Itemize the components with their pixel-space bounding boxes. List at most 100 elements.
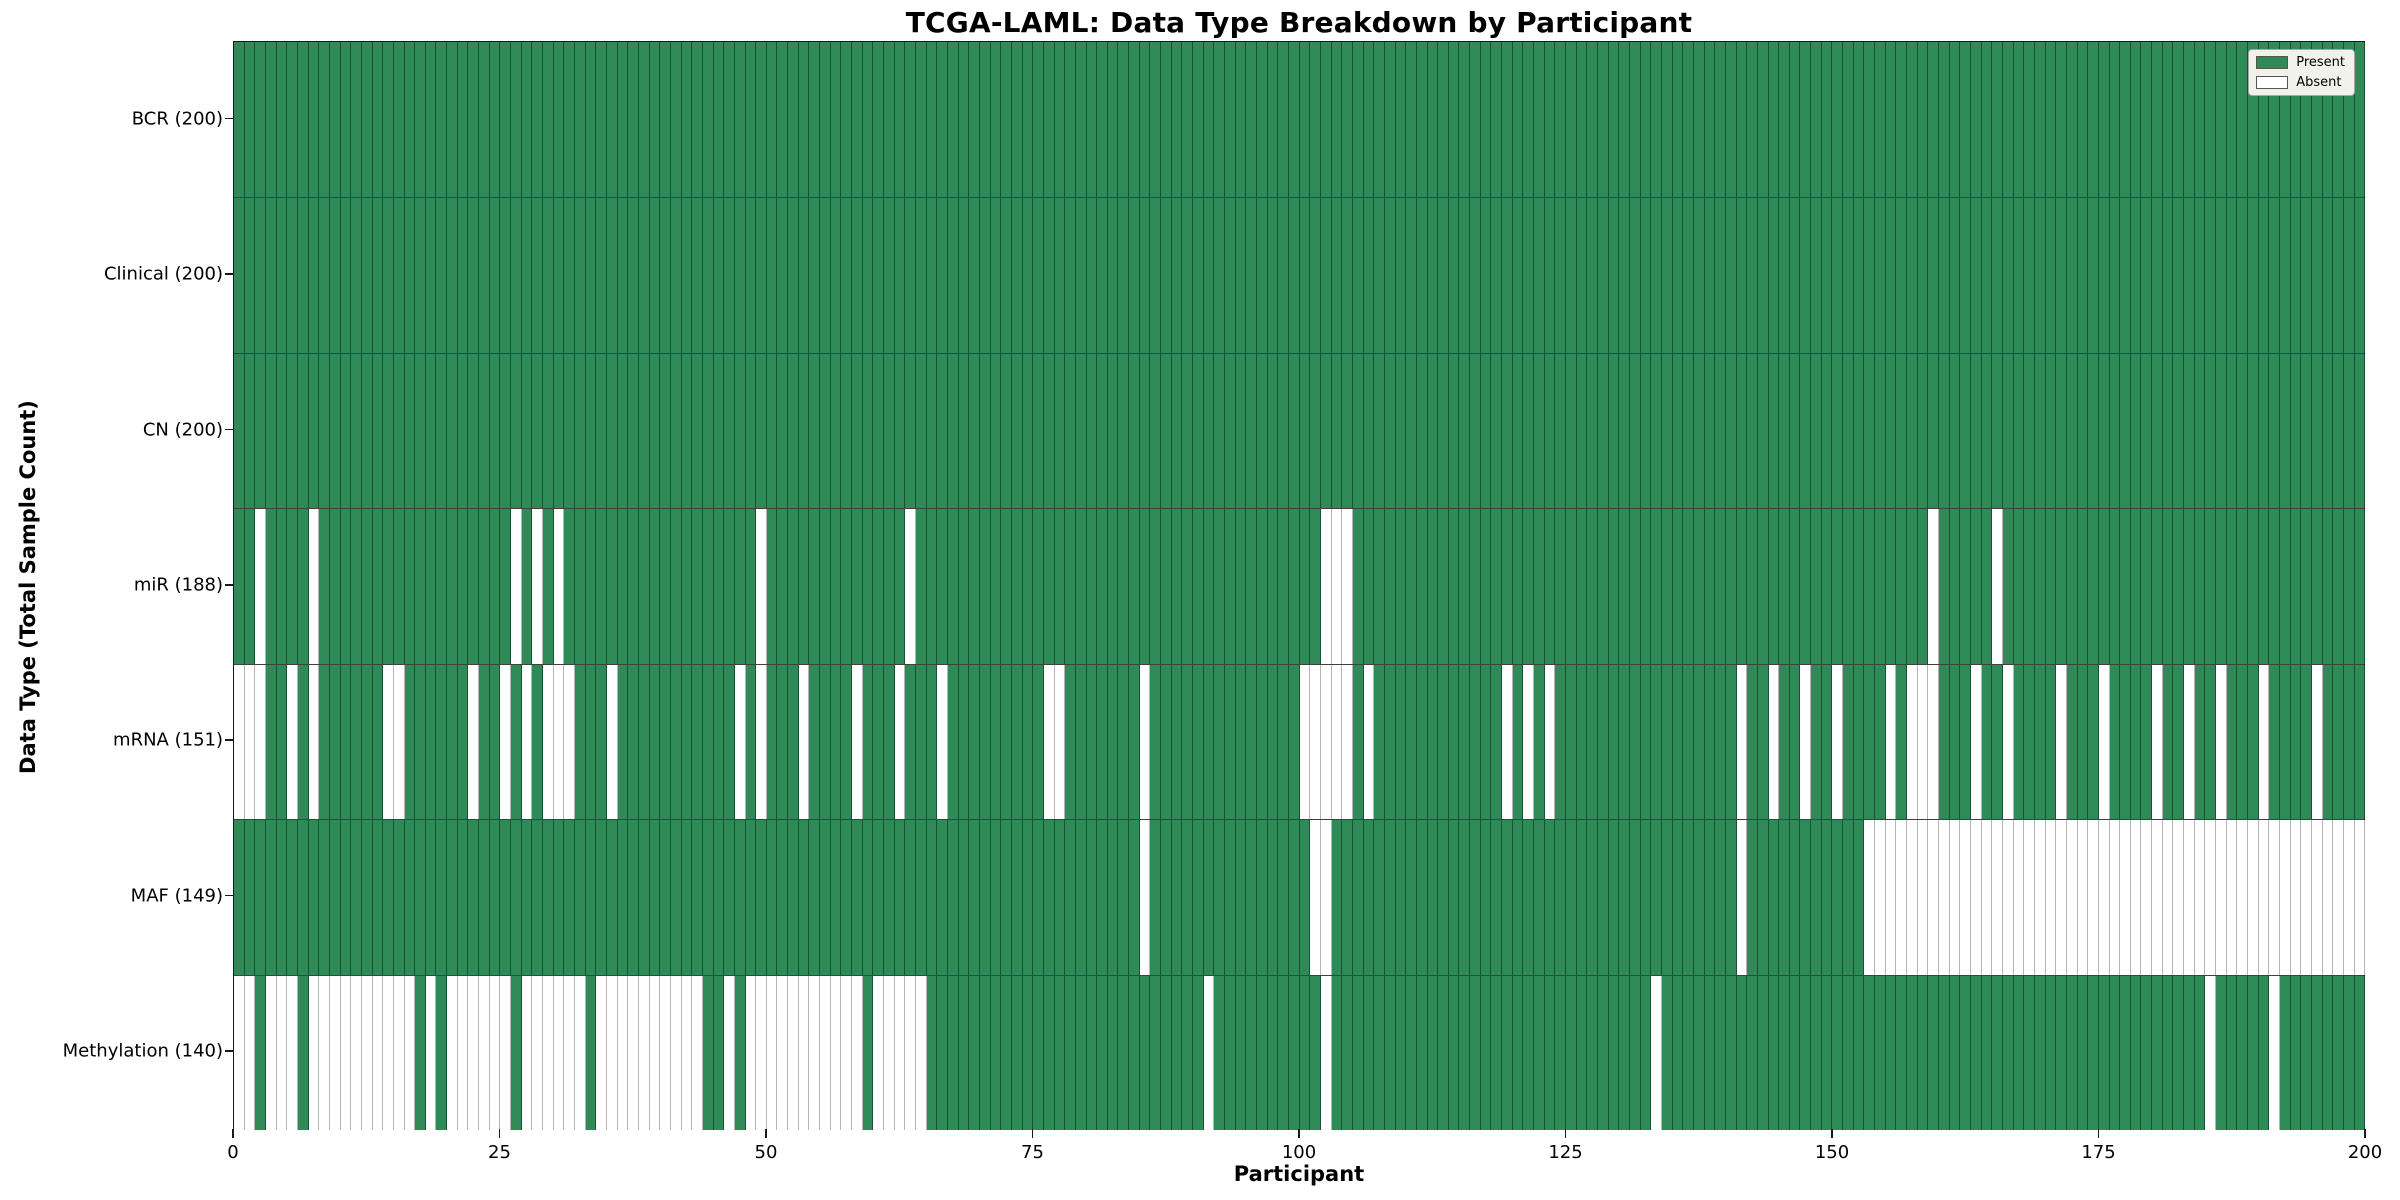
heatmap-cell: [1416, 509, 1428, 664]
heatmap-cell: [1555, 664, 1567, 820]
heatmap-cell: [457, 198, 469, 353]
heatmap-cell: [2280, 42, 2291, 198]
heatmap-cell: [1566, 664, 1577, 820]
heatmap-cell: [1384, 42, 1396, 198]
heatmap-cell: [1917, 198, 1929, 353]
heatmap-cell: [2194, 664, 2206, 820]
heatmap-cell: [979, 42, 991, 198]
heatmap-cell: [2056, 664, 2067, 820]
heatmap-cell: [1864, 664, 1876, 820]
heatmap-cell: [830, 198, 842, 353]
heatmap-cell: [2258, 975, 2270, 1130]
heatmap-cell: [1725, 42, 1737, 198]
heatmap-cell: [1640, 353, 1652, 509]
heatmap-cell: [1587, 353, 1598, 509]
heatmap-cell: [1981, 975, 1993, 1130]
heatmap-cell: [1139, 198, 1151, 353]
heatmap-cell: [1182, 42, 1194, 198]
heatmap-cell: [1416, 353, 1428, 509]
heatmap-cell: [575, 975, 586, 1130]
heatmap-cell: [1171, 509, 1183, 664]
heatmap-cell: [1011, 509, 1023, 664]
heatmap-cell: [532, 975, 544, 1130]
heatmap-cell: [1853, 509, 1865, 664]
heatmap-cell: [947, 353, 959, 509]
heatmap-cell: [2056, 975, 2067, 1130]
heatmap-cell: [1022, 820, 1034, 975]
y-tick-label-Methylation: Methylation (140): [62, 1040, 223, 1062]
heatmap-cell: [2130, 820, 2142, 975]
heatmap-cell: [329, 975, 341, 1130]
heatmap-cell: [969, 820, 980, 975]
heatmap-cell: [2077, 820, 2089, 975]
heatmap-cell: [969, 198, 980, 353]
heatmap-cell: [1885, 975, 1897, 1130]
legend-item-present: Present: [2256, 55, 2345, 70]
heatmap-cell: [1448, 42, 1460, 198]
heatmap-cell: [1033, 353, 1044, 509]
heatmap-cell: [1832, 975, 1844, 1130]
heatmap-cell: [2205, 975, 2217, 1130]
heatmap-cell: [1970, 509, 1982, 664]
heatmap-cell: [798, 353, 810, 509]
heatmap-cell: [873, 353, 885, 509]
heatmap-cell: [1065, 975, 1076, 1130]
heatmap-cell: [2205, 198, 2217, 353]
heatmap-cell: [1619, 820, 1630, 975]
heatmap-cell: [553, 975, 565, 1130]
heatmap-cell: [1875, 975, 1886, 1130]
heatmap-cell: [1097, 820, 1108, 975]
heatmap-cell: [1150, 509, 1162, 664]
heatmap-cell: [1683, 353, 1694, 509]
heatmap-cell: [489, 664, 501, 820]
heatmap-cell: [2098, 353, 2110, 509]
heatmap-cell: [1640, 664, 1652, 820]
heatmap-cell: [1534, 820, 1545, 975]
heatmap-cell: [287, 975, 298, 1130]
heatmap-cell: [1896, 42, 1908, 198]
heatmap-cell: [862, 509, 874, 664]
heatmap-cell: [2024, 509, 2035, 664]
heatmap-cell: [1193, 198, 1204, 353]
heatmap-cell: [1310, 353, 1321, 509]
heatmap-cell: [1406, 975, 1417, 1130]
heatmap-cell: [947, 664, 959, 820]
heatmap-cell: [1608, 509, 1620, 664]
heatmap-cell: [1043, 975, 1055, 1130]
heatmap-cell: [1757, 509, 1769, 664]
heatmap-cell: [1693, 820, 1705, 975]
heatmap-cell: [1768, 820, 1780, 975]
heatmap-cell: [1885, 820, 1897, 975]
heatmap-cell: [596, 42, 607, 198]
heatmap-cell: [436, 820, 448, 975]
heatmap-cell: [1097, 198, 1108, 353]
heatmap-cell: [1683, 664, 1694, 820]
heatmap-cell: [2056, 509, 2067, 664]
heatmap-cell: [1342, 42, 1353, 198]
heatmap-cell: [234, 820, 245, 975]
x-tick-mark: [2097, 1129, 2100, 1138]
heatmap-cell: [1438, 820, 1449, 975]
heatmap-cell: [841, 353, 853, 509]
heatmap-cell: [1661, 975, 1673, 1130]
heatmap-cell: [1161, 353, 1172, 509]
heatmap-cell: [1320, 975, 1332, 1130]
heatmap-cell: [1011, 42, 1023, 198]
heatmap-cell: [596, 975, 607, 1130]
heatmap-cell: [1299, 975, 1311, 1130]
heatmap-cell: [2024, 353, 2035, 509]
heatmap-cell: [1970, 820, 1982, 975]
heatmap-cell: [1853, 198, 1865, 353]
heatmap-cell: [1118, 664, 1130, 820]
heatmap-cell: [564, 198, 575, 353]
heatmap-cell: [1970, 664, 1982, 820]
heatmap-cell: [1001, 664, 1012, 820]
heatmap-cell: [2045, 198, 2057, 353]
heatmap-cell: [1257, 975, 1268, 1130]
heatmap-cell: [1278, 353, 1289, 509]
heatmap-cell: [2152, 42, 2163, 198]
heatmap-cell: [2184, 975, 2195, 1130]
heatmap-cell: [489, 42, 501, 198]
heatmap-cell: [1129, 975, 1140, 1130]
heatmap-cell: [1257, 42, 1268, 198]
